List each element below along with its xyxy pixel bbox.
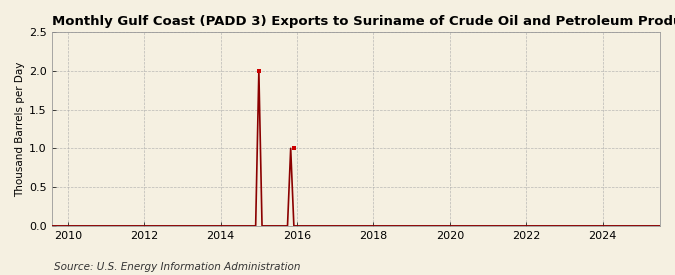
Text: Source: U.S. Energy Information Administration: Source: U.S. Energy Information Administ… [54,262,300,272]
Y-axis label: Thousand Barrels per Day: Thousand Barrels per Day [15,61,25,197]
Text: Monthly Gulf Coast (PADD 3) Exports to Suriname of Crude Oil and Petroleum Produ: Monthly Gulf Coast (PADD 3) Exports to S… [52,15,675,28]
